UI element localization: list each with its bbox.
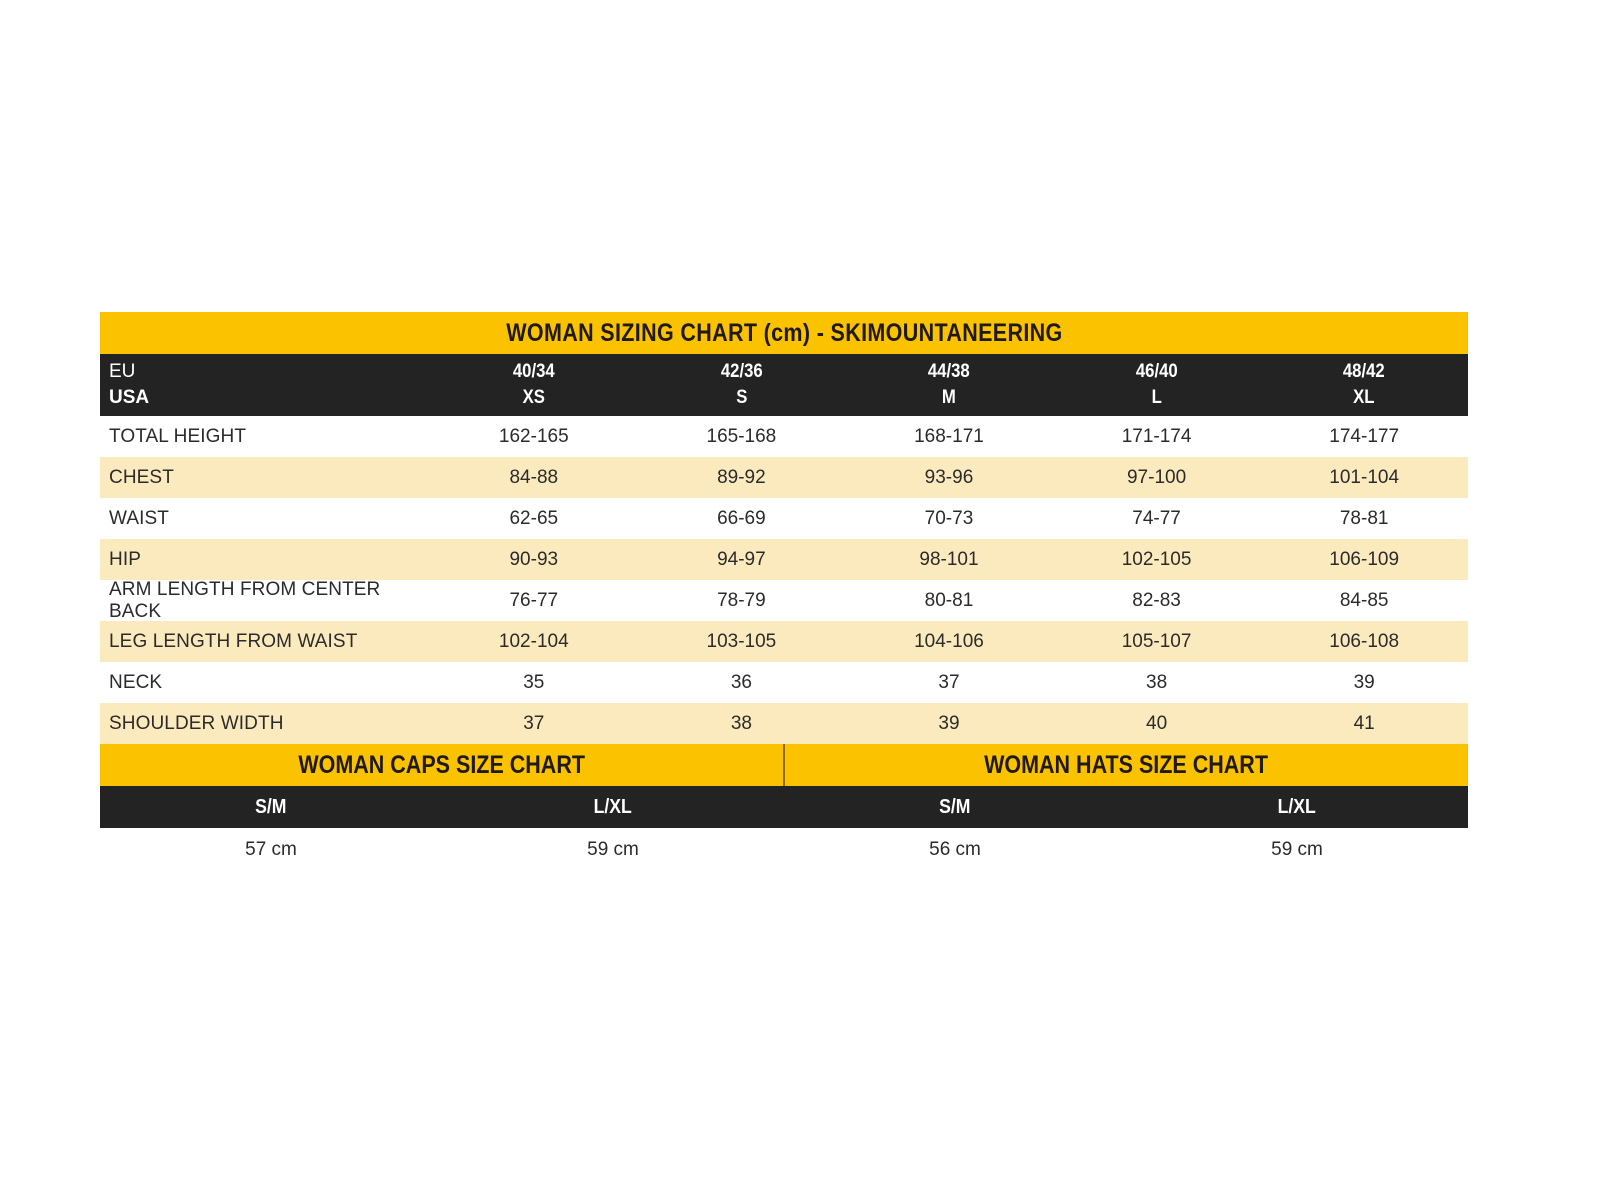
measurement-value: 37 bbox=[938, 671, 960, 693]
measurement-value: 104-106 bbox=[914, 630, 984, 652]
main-chart-title-banner: WOMAN SIZING CHART (cm) - SKIMOUNTANEERI… bbox=[100, 312, 1468, 354]
table-row: WAIST 62-65 66-69 70-73 74-77 78-81 bbox=[100, 498, 1468, 539]
caps-hats-size-header-row: S/M L/XL S/M L/XL bbox=[100, 786, 1468, 828]
hats-value-sm: 56 cm bbox=[929, 839, 981, 860]
table-row: TOTAL HEIGHT 162-165 165-168 168-171 171… bbox=[100, 416, 1468, 457]
caps-size-lxl: L/XL bbox=[593, 796, 633, 818]
measurement-value: 106-108 bbox=[1329, 630, 1400, 652]
eu-size-xs: 40/34 bbox=[512, 361, 555, 382]
table-row: HIP 90-93 94-97 98-101 102-105 106-109 bbox=[100, 539, 1468, 580]
measurement-value: 78-81 bbox=[1339, 507, 1389, 529]
measurement-value: 76-77 bbox=[509, 589, 559, 611]
measurement-value: 106-109 bbox=[1329, 548, 1400, 570]
measurement-value: 36 bbox=[730, 671, 752, 693]
usa-size-xs: XS bbox=[522, 387, 545, 408]
measurement-value: 168-171 bbox=[914, 425, 984, 447]
sizing-chart-container: WOMAN SIZING CHART (cm) - SKIMOUNTANEERI… bbox=[100, 312, 1468, 872]
measurement-value: 35 bbox=[523, 671, 545, 693]
hats-chart-title-cell: WOMAN HATS SIZE CHART bbox=[783, 744, 1468, 786]
measurement-value: 93-96 bbox=[924, 466, 974, 488]
size-header-labels: EU USA bbox=[100, 354, 430, 416]
measurement-value: 82-83 bbox=[1132, 589, 1181, 611]
measurement-value: 78-79 bbox=[717, 589, 766, 611]
measurement-value: 101-104 bbox=[1329, 466, 1400, 488]
size-column-xs: 40/34 XS bbox=[430, 354, 638, 416]
hats-chart-title: WOMAN HATS SIZE CHART bbox=[984, 751, 1269, 779]
caps-hats-title-banner: WOMAN CAPS SIZE CHART WOMAN HATS SIZE CH… bbox=[100, 744, 1468, 786]
measurement-value: 97-100 bbox=[1126, 466, 1187, 488]
measurement-value: 103-105 bbox=[706, 630, 777, 652]
measurement-value: 105-107 bbox=[1121, 630, 1192, 652]
hats-size-lxl: L/XL bbox=[1277, 796, 1317, 818]
measurement-value: 39 bbox=[938, 712, 960, 734]
caps-size-sm: S/M bbox=[255, 796, 287, 818]
measurement-value: 40 bbox=[1146, 712, 1168, 734]
measurement-value: 62-65 bbox=[509, 507, 559, 529]
measurement-label: NECK bbox=[109, 671, 163, 693]
main-chart-title: WOMAN SIZING CHART (cm) - SKIMOUNTANEERI… bbox=[505, 319, 1063, 347]
caps-chart-title-cell: WOMAN CAPS SIZE CHART bbox=[100, 744, 783, 786]
measurement-value: 171-174 bbox=[1121, 425, 1192, 447]
eu-size-xl: 48/42 bbox=[1343, 361, 1386, 382]
measurement-value: 74-77 bbox=[1132, 507, 1181, 529]
size-header-row: EU USA 40/34 XS 42/36 S 44/38 M 46/40 L … bbox=[100, 354, 1468, 416]
measurement-label: WAIST bbox=[109, 507, 169, 529]
measurement-label: LEG LENGTH FROM WAIST bbox=[109, 630, 358, 652]
measurement-value: 94-97 bbox=[717, 548, 766, 570]
measurement-value: 66-69 bbox=[717, 507, 766, 529]
measurement-value: 37 bbox=[523, 712, 545, 734]
measurement-value: 70-73 bbox=[924, 507, 974, 529]
usa-size-s: S bbox=[735, 387, 747, 408]
caps-value-sm: 57 cm bbox=[245, 839, 297, 860]
measurement-value: 84-88 bbox=[509, 466, 559, 488]
usa-size-l: L bbox=[1151, 387, 1162, 408]
measurement-value: 80-81 bbox=[924, 589, 974, 611]
table-row: LEG LENGTH FROM WAIST 102-104 103-105 10… bbox=[100, 621, 1468, 662]
hats-size-sm: S/M bbox=[939, 796, 971, 818]
size-column-xl: 48/42 XL bbox=[1260, 354, 1468, 416]
hats-value-lxl: 59 cm bbox=[1271, 839, 1323, 860]
measurement-label: CHEST bbox=[109, 466, 174, 488]
measurement-value: 165-168 bbox=[706, 425, 777, 447]
measurement-value: 89-92 bbox=[717, 466, 766, 488]
measurement-value: 174-177 bbox=[1329, 425, 1400, 447]
size-column-s: 42/36 S bbox=[638, 354, 846, 416]
measurement-value: 84-85 bbox=[1339, 589, 1389, 611]
eu-size-s: 42/36 bbox=[720, 361, 763, 382]
measurement-value: 102-105 bbox=[1121, 548, 1192, 570]
usa-size-m: M bbox=[942, 387, 956, 408]
measurement-value: 90-93 bbox=[509, 548, 559, 570]
usa-size-xl: XL bbox=[1353, 387, 1375, 408]
eu-size-m: 44/38 bbox=[928, 361, 970, 382]
caps-value-lxl: 59 cm bbox=[587, 839, 639, 860]
table-row: NECK 35 36 37 38 39 bbox=[100, 662, 1468, 703]
measurement-value: 98-101 bbox=[919, 548, 979, 570]
measurement-value: 162-165 bbox=[498, 425, 569, 447]
measurement-label: HIP bbox=[109, 548, 141, 570]
measurement-label: SHOULDER WIDTH bbox=[109, 712, 284, 734]
measurement-label: TOTAL HEIGHT bbox=[109, 425, 247, 447]
measurement-value: 38 bbox=[1146, 671, 1168, 693]
caps-hats-value-row: 57 cm 59 cm 56 cm 59 cm bbox=[100, 828, 1468, 872]
measurement-value: 38 bbox=[730, 712, 752, 734]
size-column-m: 44/38 M bbox=[845, 354, 1053, 416]
measurement-value: 39 bbox=[1353, 671, 1375, 693]
measurement-value: 102-104 bbox=[498, 630, 569, 652]
eu-label: EU bbox=[109, 361, 136, 382]
table-row: SHOULDER WIDTH 37 38 39 40 41 bbox=[100, 703, 1468, 744]
measurement-label: ARM LENGTH FROM CENTER BACK bbox=[109, 578, 381, 622]
measurement-value: 41 bbox=[1353, 712, 1375, 734]
usa-label: USA bbox=[109, 387, 150, 408]
caps-chart-title: WOMAN CAPS SIZE CHART bbox=[298, 751, 585, 779]
eu-size-l: 46/40 bbox=[1135, 361, 1178, 382]
size-column-l: 46/40 L bbox=[1053, 354, 1261, 416]
table-row: ARM LENGTH FROM CENTER BACK 76-77 78-79 … bbox=[100, 578, 1468, 622]
table-row: CHEST 84-88 89-92 93-96 97-100 101-104 bbox=[100, 457, 1468, 498]
